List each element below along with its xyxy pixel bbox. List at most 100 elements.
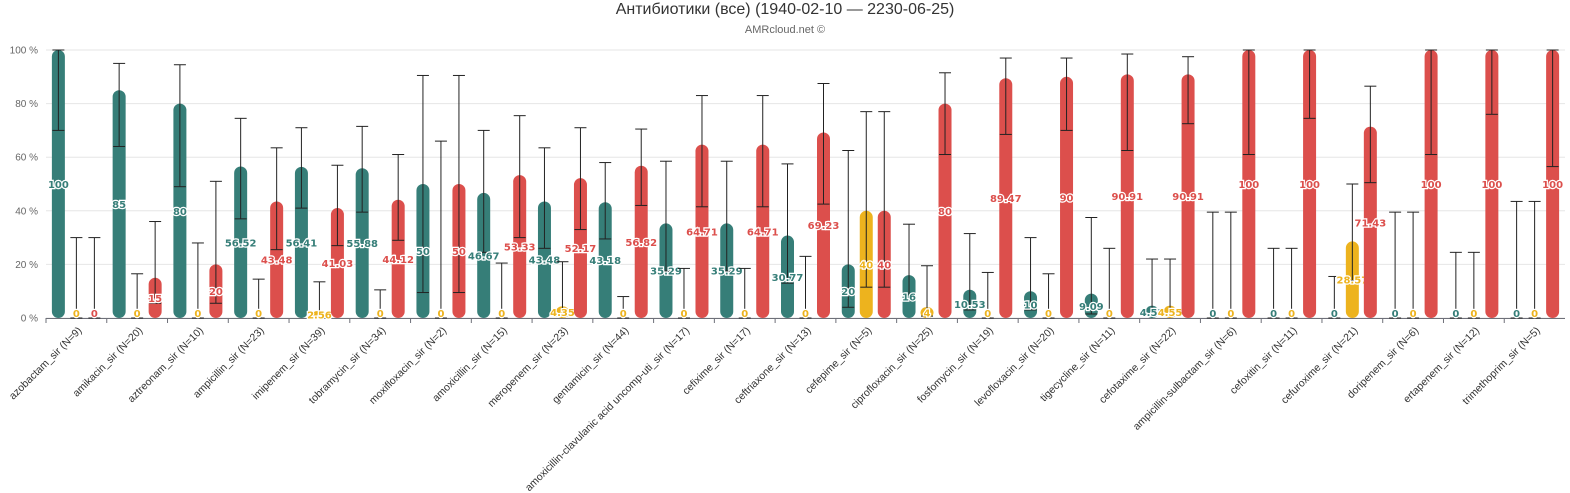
bar-S (477, 192, 491, 318)
data-label: 20 (209, 287, 223, 298)
data-label: 46.67 (468, 251, 500, 262)
data-label: 0 (437, 309, 444, 320)
x-tick-label: cefixime_sir (N=17) (680, 325, 753, 398)
data-label: 2.56 (307, 311, 332, 322)
bar-S (173, 103, 187, 318)
data-label: 90.91 (1172, 192, 1204, 203)
data-label: 10 (1024, 301, 1038, 312)
data-label: 100 (1238, 180, 1259, 191)
data-label: 80 (173, 207, 187, 218)
data-label: 0 (620, 309, 627, 320)
bar-R (1181, 74, 1195, 318)
data-label: 0 (1410, 309, 1417, 320)
data-label: 30.77 (772, 273, 804, 284)
data-label: 0 (73, 309, 80, 320)
y-tick-label: 80 % (15, 99, 38, 110)
data-label: 43.48 (261, 256, 293, 267)
bar-S (294, 166, 308, 318)
data-label: 53.33 (504, 243, 536, 254)
bar-S (112, 90, 126, 318)
data-label: 100 (1421, 180, 1442, 191)
data-label: 16 (902, 293, 916, 304)
bar-R (391, 199, 405, 318)
bar-R (634, 165, 648, 318)
data-label: 0 (741, 309, 748, 320)
data-label: 4 (924, 309, 931, 320)
data-label: 55.88 (346, 239, 378, 250)
chart-title: Антибиотики (все) (1940-02-10 — 2230-06-… (615, 1, 955, 18)
bar-S (51, 50, 65, 318)
bar-R (1546, 50, 1560, 318)
data-label: 0 (255, 309, 262, 320)
data-label: 0 (194, 309, 201, 320)
data-label: 20 (841, 287, 855, 298)
data-label: 40 (859, 260, 873, 271)
data-label: 0 (1513, 309, 1520, 320)
bar-R (1242, 50, 1256, 318)
data-label: 40 (877, 260, 891, 271)
data-label: 0 (1045, 309, 1052, 320)
x-tick-label: ampicillin-sulbactam_sir (N=6) (1131, 325, 1239, 433)
bar-R (513, 175, 527, 318)
data-label: 0 (1470, 309, 1477, 320)
data-label: 69.23 (808, 221, 840, 232)
data-label: 9.09 (1079, 302, 1104, 313)
data-label: 10.53 (954, 300, 986, 311)
data-label: 0 (498, 309, 505, 320)
data-label: 0 (680, 309, 687, 320)
data-label: 56.41 (286, 238, 318, 249)
data-label: 0 (91, 309, 98, 320)
bar-R (1485, 50, 1499, 318)
y-tick-label: 0 % (21, 314, 38, 325)
bar-R (1303, 50, 1317, 318)
data-label: 71.43 (1355, 218, 1387, 229)
data-label: 52.17 (565, 244, 597, 255)
y-tick-label: 100 % (10, 46, 38, 57)
data-label: 56.82 (625, 238, 657, 249)
data-label: 0 (1270, 309, 1277, 320)
data-label: 15 (148, 294, 162, 305)
data-label: 0 (1531, 309, 1538, 320)
data-label: 4.55 (1158, 308, 1183, 319)
data-label: 0 (1331, 309, 1338, 320)
x-tick-label: cefepime_sir (N=5) (803, 325, 874, 396)
data-label: 35.29 (650, 267, 682, 278)
data-label: 50 (416, 247, 430, 258)
bar-R (1363, 126, 1377, 318)
bar-S (598, 202, 612, 318)
data-label: 0 (984, 309, 991, 320)
x-tick-label: cefoxitin_sir (N=11) (1228, 325, 1300, 397)
bar-R (756, 144, 770, 318)
y-tick-label: 60 % (15, 153, 38, 164)
data-label: 89.47 (990, 194, 1022, 205)
data-label: 0 (1106, 309, 1113, 320)
data-label: 0 (1392, 309, 1399, 320)
bar-S (234, 166, 248, 318)
data-label: 0 (1209, 309, 1216, 320)
data-label: 80 (938, 207, 952, 218)
data-label: 43.48 (529, 256, 561, 267)
bar-R (1060, 76, 1074, 318)
data-label: 0 (1288, 309, 1295, 320)
data-label: 0 (1452, 309, 1459, 320)
bar-R (1120, 74, 1134, 318)
data-label: 35.29 (711, 267, 743, 278)
data-label: 50 (452, 247, 466, 258)
bar-R (938, 103, 952, 318)
data-label: 100 (1299, 180, 1320, 191)
bar-R (999, 78, 1013, 318)
bar-S (537, 201, 551, 318)
y-tick-label: 40 % (15, 206, 38, 217)
data-label: 4.35 (550, 308, 575, 319)
data-label: 90 (1060, 193, 1074, 204)
data-label: 64.71 (747, 227, 779, 238)
data-label: 100 (1542, 180, 1563, 191)
data-label: 64.71 (686, 227, 718, 238)
data-label: 28.57 (1337, 276, 1369, 287)
data-label: 44.12 (382, 255, 414, 266)
data-label: 56.52 (225, 238, 257, 249)
data-label: 43.18 (589, 256, 621, 267)
bar-R (817, 132, 830, 318)
data-label: 0 (802, 309, 809, 320)
